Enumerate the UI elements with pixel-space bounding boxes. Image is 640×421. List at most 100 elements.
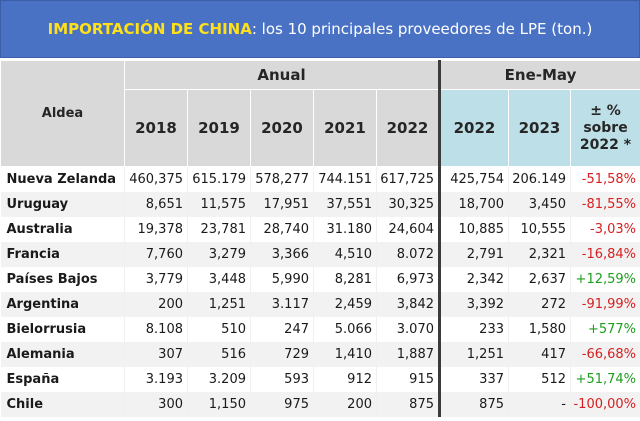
value-cell: 233 — [438, 317, 509, 342]
value-cell: 8.072 — [376, 242, 440, 267]
value-cell: 30,325 — [376, 192, 440, 217]
value-cell: 4,510 — [313, 242, 377, 267]
table-row: España 3.193 3.209 593 912 915 337 512 +51,74% — [0, 367, 640, 392]
value-cell: 1,150 — [187, 392, 251, 417]
value-cell: 272 — [508, 292, 571, 317]
value-cell: 875 — [376, 392, 440, 417]
value-cell: 1,251 — [187, 292, 251, 317]
value-cell: 10,885 — [438, 217, 509, 242]
value-cell: 200 — [124, 292, 188, 317]
value-cell: 1,580 — [508, 317, 571, 342]
value-cell: 912 — [313, 367, 377, 392]
value-cell: 307 — [124, 342, 188, 367]
value-cell: 17,951 — [250, 192, 314, 217]
column-header-year: 2022 — [438, 89, 509, 167]
percent-change-cell: -81,55% — [570, 192, 640, 217]
title-highlight: IMPORTACIÓN DE CHINA — [47, 20, 252, 38]
group-header-anual: Anual — [124, 60, 440, 90]
percent-change-cell: -16,84% — [570, 242, 640, 267]
country-cell: España — [0, 367, 125, 392]
value-cell: 3.117 — [250, 292, 314, 317]
value-cell: 2,791 — [438, 242, 509, 267]
column-header-year: 2018 — [124, 89, 188, 167]
value-cell: 2,321 — [508, 242, 571, 267]
value-cell: 3,779 — [124, 267, 188, 292]
country-cell: Francia — [0, 242, 125, 267]
value-cell: 3.193 — [124, 367, 188, 392]
column-header-aldea: Aldea — [0, 60, 125, 167]
value-cell: 617,725 — [376, 166, 440, 192]
value-cell: 2,637 — [508, 267, 571, 292]
value-cell: 247 — [250, 317, 314, 342]
percent-change-cell: +12,59% — [570, 267, 640, 292]
value-cell: 3,366 — [250, 242, 314, 267]
value-cell: 578,277 — [250, 166, 314, 192]
value-cell: 425,754 — [438, 166, 509, 192]
column-header-year: 2023 — [508, 89, 571, 167]
value-cell: 3.209 — [187, 367, 251, 392]
value-cell: 8,651 — [124, 192, 188, 217]
value-cell: 8,281 — [313, 267, 377, 292]
title-banner: IMPORTACIÓN DE CHINA: los 10 principales… — [0, 0, 640, 58]
country-cell: Argentina — [0, 292, 125, 317]
value-cell: 3.070 — [376, 317, 440, 342]
value-cell: 5,990 — [250, 267, 314, 292]
percent-change-cell: +577% — [570, 317, 640, 342]
value-cell: 3,842 — [376, 292, 440, 317]
value-cell: 18,700 — [438, 192, 509, 217]
value-cell: 2,459 — [313, 292, 377, 317]
value-cell: 975 — [250, 392, 314, 417]
table-row: Países Bajos 3,779 3,448 5,990 8,281 6,973 2,3… — [0, 267, 640, 292]
column-header-year: 2020 — [250, 89, 314, 167]
value-cell: 1,887 — [376, 342, 440, 367]
country-cell: Australia — [0, 217, 125, 242]
value-cell: 593 — [250, 367, 314, 392]
country-cell: Chile — [0, 392, 125, 417]
percent-change-cell: -66,68% — [570, 342, 640, 367]
value-cell: 512 — [508, 367, 571, 392]
country-cell: Alemania — [0, 342, 125, 367]
value-cell: 3,279 — [187, 242, 251, 267]
country-cell: Nueva Zelanda — [0, 166, 125, 192]
value-cell: 5.066 — [313, 317, 377, 342]
column-header-year: 2021 — [313, 89, 377, 167]
table-row: Nueva Zelanda 460,375 615.179 578,277 744.15… — [0, 166, 640, 192]
value-cell: 11,575 — [187, 192, 251, 217]
value-cell: 460,375 — [124, 166, 188, 192]
value-cell: 2,342 — [438, 267, 509, 292]
value-cell: 24,604 — [376, 217, 440, 242]
value-cell: 337 — [438, 367, 509, 392]
table-row: Chile 300 1,150 975 200 875 875- -100,00% — [0, 392, 640, 417]
value-cell: 615.179 — [187, 166, 251, 192]
value-cell: - — [508, 392, 571, 417]
table-row: Bielorrusia 8.108 510 247 5.066 3.070 233 1,580… — [0, 317, 640, 342]
group-header-ene-may: Ene-May — [437, 60, 640, 90]
country-cell: Países Bajos — [0, 267, 125, 292]
value-cell: 744.151 — [313, 166, 377, 192]
value-cell: 206.149 — [508, 166, 571, 192]
country-cell: Uruguay — [0, 192, 125, 217]
percent-change-cell: -51,58% — [570, 166, 640, 192]
value-cell: 3,448 — [187, 267, 251, 292]
value-cell: 417 — [508, 342, 571, 367]
value-cell: 875 — [438, 392, 509, 417]
percent-change-cell: -91,99% — [570, 292, 640, 317]
value-cell: 1,410 — [313, 342, 377, 367]
value-cell: 6,973 — [376, 267, 440, 292]
percent-change-cell: +51,74% — [570, 367, 640, 392]
column-header-year: 2022 — [376, 89, 440, 167]
value-cell: 3,450 — [508, 192, 571, 217]
value-cell: 729 — [250, 342, 314, 367]
value-cell: 1,251 — [438, 342, 509, 367]
value-cell: 516 — [187, 342, 251, 367]
table-body: Nueva Zelanda 460,375 615.179 578,277 744.15… — [0, 166, 640, 417]
title-text: IMPORTACIÓN DE CHINA: los 10 principales… — [48, 20, 593, 38]
table-row: Francia 7,760 3,279 3,366 4,510 8.072 2,791 2,3… — [0, 242, 640, 267]
value-cell: 510 — [187, 317, 251, 342]
value-cell: 300 — [124, 392, 188, 417]
value-cell: 200 — [313, 392, 377, 417]
title-rest: : los 10 principales proveedores de LPE … — [251, 20, 593, 38]
value-cell: 37,551 — [313, 192, 377, 217]
value-cell: 28,740 — [250, 217, 314, 242]
table-row: Alemania 307 516 729 1,410 1,887 1,251 417 -66,6… — [0, 342, 640, 367]
